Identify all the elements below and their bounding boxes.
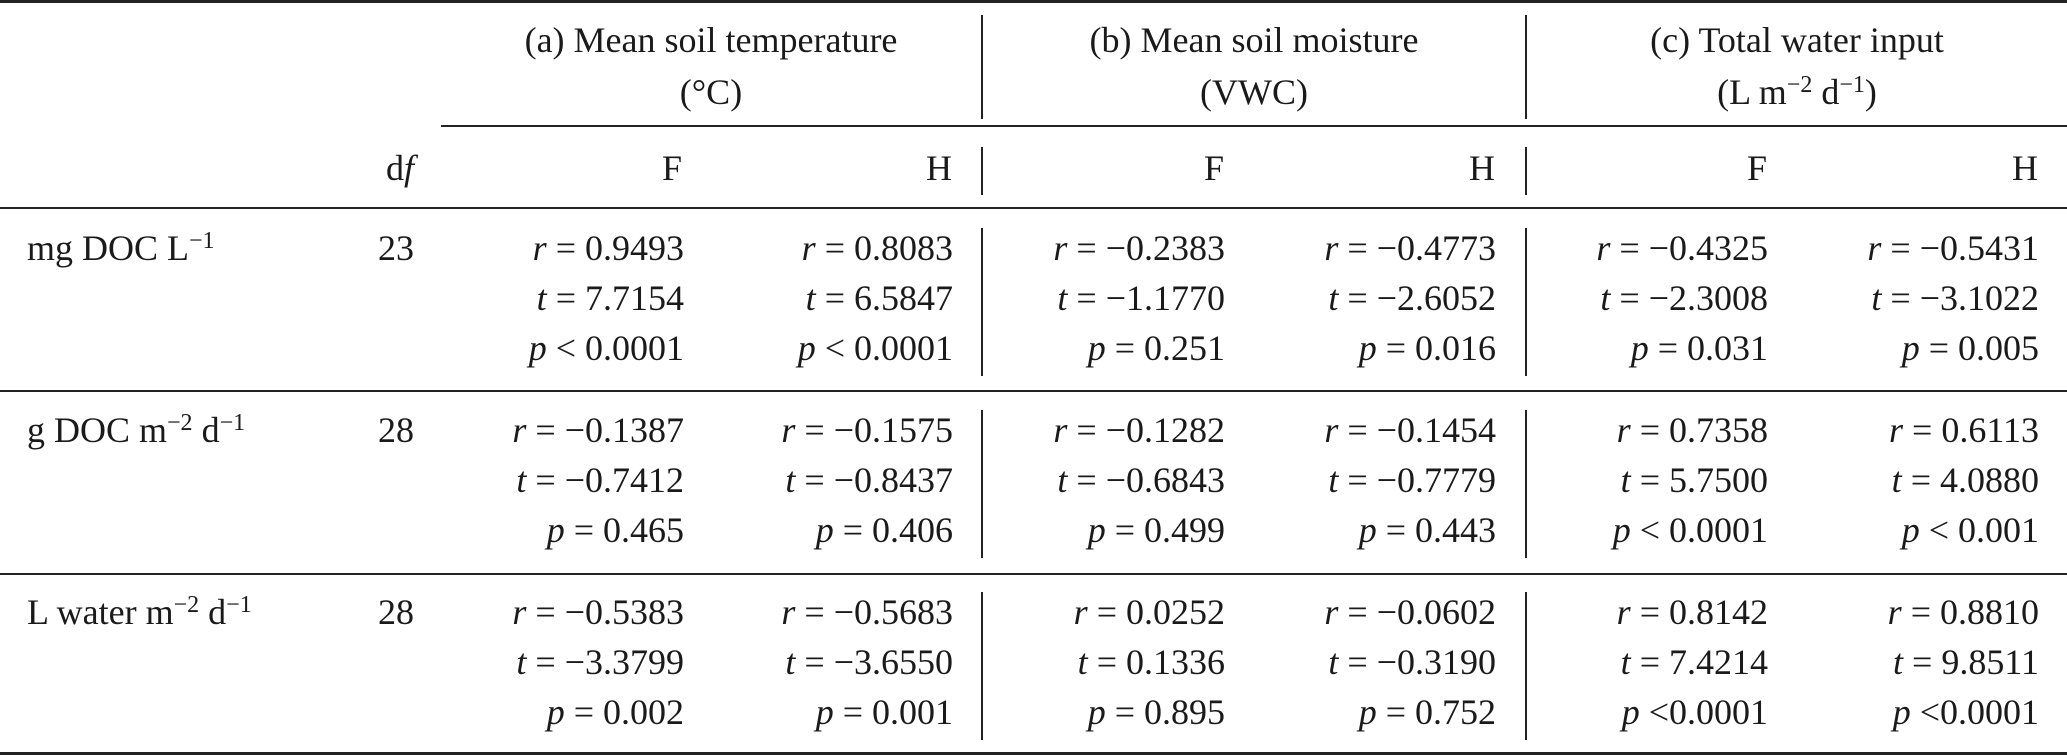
- stat-t-water-flux-temp-h: t = −3.6550: [785, 642, 953, 682]
- column-header-water-h: H: [2012, 148, 2038, 188]
- column-header-moisture-h: H: [1469, 148, 1495, 188]
- stat-r-doc-concentration-moisture-h: r = −0.4773: [1324, 228, 1496, 268]
- row-df-doc-flux: 28: [378, 410, 414, 450]
- group-separator-ab-fh: [981, 147, 983, 195]
- column-header-moisture-f: F: [1203, 148, 1224, 188]
- row-label-doc-flux: g DOC m−2 d−1: [27, 410, 246, 450]
- stat-p-doc-concentration-water-f: p = 0.031: [1630, 328, 1768, 368]
- group-separator-bc-row1: [1525, 228, 1527, 376]
- group-header-underline: [441, 125, 2067, 127]
- row-divider-1: [0, 390, 2067, 392]
- group-separator-ab-row3: [981, 592, 983, 740]
- group-separator-bc-header: [1525, 15, 1527, 119]
- row-divider-2: [0, 573, 2067, 575]
- stat-t-doc-concentration-temp-f: t = 7.7154: [536, 278, 684, 318]
- stat-t-doc-concentration-temp-h: t = 6.5847: [805, 278, 953, 318]
- stat-r-doc-concentration-temp-f: r = 0.9493: [532, 228, 684, 268]
- group-header-water-input: (c) Total water input (L m−2 d−1): [1527, 22, 2067, 110]
- group-header-temperature: (a) Mean soil temperature (°C): [441, 22, 981, 110]
- stat-p-doc-flux-moisture-f: p = 0.499: [1087, 510, 1225, 550]
- stat-r-doc-flux-moisture-f: r = −0.1282: [1053, 410, 1225, 450]
- group-header-water-input-line1: (c) Total water input: [1650, 20, 1944, 60]
- stat-t-doc-flux-moisture-f: t = −0.6843: [1057, 460, 1225, 500]
- stat-p-water-flux-temp-h: p = 0.001: [815, 692, 953, 732]
- stat-p-water-flux-temp-f: p = 0.002: [546, 692, 684, 732]
- stat-t-doc-concentration-water-f: t = −2.3008: [1600, 278, 1768, 318]
- stat-t-doc-concentration-water-h: t = −3.1022: [1871, 278, 2039, 318]
- stat-r-doc-concentration-water-h: r = −0.5431: [1867, 228, 2039, 268]
- stat-p-doc-flux-moisture-h: p = 0.443: [1358, 510, 1496, 550]
- group-separator-bc-fh: [1525, 147, 1527, 195]
- group-header-water-input-line2: (L m−2 d−1): [1717, 72, 1877, 112]
- stat-r-doc-flux-water-f: r = 0.7358: [1616, 410, 1768, 450]
- stat-t-doc-flux-water-f: t = 5.7500: [1620, 460, 1768, 500]
- row-label-doc-concentration: mg DOC L−1: [27, 228, 215, 268]
- group-separator-ab-row1: [981, 228, 983, 376]
- column-header-temp-h: H: [926, 148, 952, 188]
- group-header-temperature-line2: (°C): [679, 72, 743, 112]
- stat-t-doc-concentration-moisture-h: t = −2.6052: [1328, 278, 1496, 318]
- group-header-moisture-line1: (b) Mean soil moisture: [1089, 20, 1419, 60]
- df-header: df: [385, 148, 414, 188]
- stat-r-water-flux-water-f: r = 0.8142: [1616, 592, 1768, 632]
- stat-r-doc-flux-moisture-h: r = −0.1454: [1324, 410, 1496, 450]
- stat-r-doc-flux-water-h: r = 0.6113: [1889, 410, 2039, 450]
- table-top-rule: [0, 0, 2067, 3]
- stat-t-doc-flux-water-h: t = 4.0880: [1891, 460, 2039, 500]
- table-bottom-rule: [0, 752, 2067, 755]
- stat-r-water-flux-temp-f: r = −0.5383: [512, 592, 684, 632]
- stat-p-water-flux-moisture-h: p = 0.752: [1358, 692, 1496, 732]
- stat-t-water-flux-moisture-h: t = −0.3190: [1328, 642, 1496, 682]
- stat-t-water-flux-water-h: t = 9.8511: [1893, 642, 2039, 682]
- stat-t-water-flux-temp-f: t = −3.3799: [516, 642, 684, 682]
- stat-p-doc-flux-temp-h: p = 0.406: [815, 510, 953, 550]
- column-header-water-f: F: [1746, 148, 1767, 188]
- stat-t-doc-concentration-moisture-f: t = −1.1770: [1057, 278, 1225, 318]
- stat-p-doc-concentration-temp-h: p < 0.0001: [797, 328, 953, 368]
- stat-t-doc-flux-temp-f: t = −0.7412: [516, 460, 684, 500]
- group-header-temperature-line1: (a) Mean soil temperature: [524, 20, 898, 60]
- column-header-temp-f: F: [661, 148, 682, 188]
- stat-p-doc-flux-temp-f: p = 0.465: [546, 510, 684, 550]
- stat-p-doc-concentration-temp-f: p < 0.0001: [528, 328, 684, 368]
- group-separator-ab-row2: [981, 410, 983, 558]
- stat-p-doc-flux-water-f: p < 0.0001: [1612, 510, 1768, 550]
- stat-r-doc-concentration-water-f: r = −0.4325: [1596, 228, 1768, 268]
- stat-p-doc-flux-water-h: p < 0.001: [1901, 510, 2039, 550]
- stat-p-water-flux-moisture-f: p = 0.895: [1087, 692, 1225, 732]
- stat-p-water-flux-water-f: p <0.0001: [1621, 692, 1768, 732]
- row-df-doc-concentration: 23: [378, 228, 414, 268]
- header-bottom-rule: [0, 207, 2067, 209]
- stat-r-water-flux-temp-h: r = −0.5683: [781, 592, 953, 632]
- stat-r-doc-concentration-moisture-f: r = −0.2383: [1053, 228, 1225, 268]
- group-header-moisture: (b) Mean soil moisture (VWC): [983, 22, 1525, 110]
- stat-r-doc-flux-temp-f: r = −0.1387: [512, 410, 684, 450]
- group-separator-ab-header: [981, 15, 983, 119]
- stat-r-doc-concentration-temp-h: r = 0.8083: [801, 228, 953, 268]
- stat-p-doc-concentration-moisture-f: p = 0.251: [1087, 328, 1225, 368]
- group-header-moisture-line2: (VWC): [1200, 72, 1308, 112]
- stat-r-water-flux-moisture-h: r = −0.0602: [1324, 592, 1496, 632]
- stat-t-water-flux-water-f: t = 7.4214: [1620, 642, 1768, 682]
- stat-p-doc-concentration-water-h: p = 0.005: [1901, 328, 2039, 368]
- stat-t-doc-flux-temp-h: t = −0.8437: [785, 460, 953, 500]
- stat-t-doc-flux-moisture-h: t = −0.7779: [1328, 460, 1496, 500]
- stat-r-doc-flux-temp-h: r = −0.1575: [781, 410, 953, 450]
- stat-t-water-flux-moisture-f: t = 0.1336: [1077, 642, 1225, 682]
- stat-p-doc-concentration-moisture-h: p = 0.016: [1358, 328, 1496, 368]
- group-separator-bc-row2: [1525, 410, 1527, 558]
- group-separator-bc-row3: [1525, 592, 1527, 740]
- row-label-water-flux: L water m−2 d−1: [27, 592, 252, 632]
- stat-r-water-flux-water-h: r = 0.8810: [1887, 592, 2039, 632]
- stat-r-water-flux-moisture-f: r = 0.0252: [1073, 592, 1225, 632]
- stat-p-water-flux-water-h: p <0.0001: [1892, 692, 2039, 732]
- row-df-water-flux: 28: [378, 592, 414, 632]
